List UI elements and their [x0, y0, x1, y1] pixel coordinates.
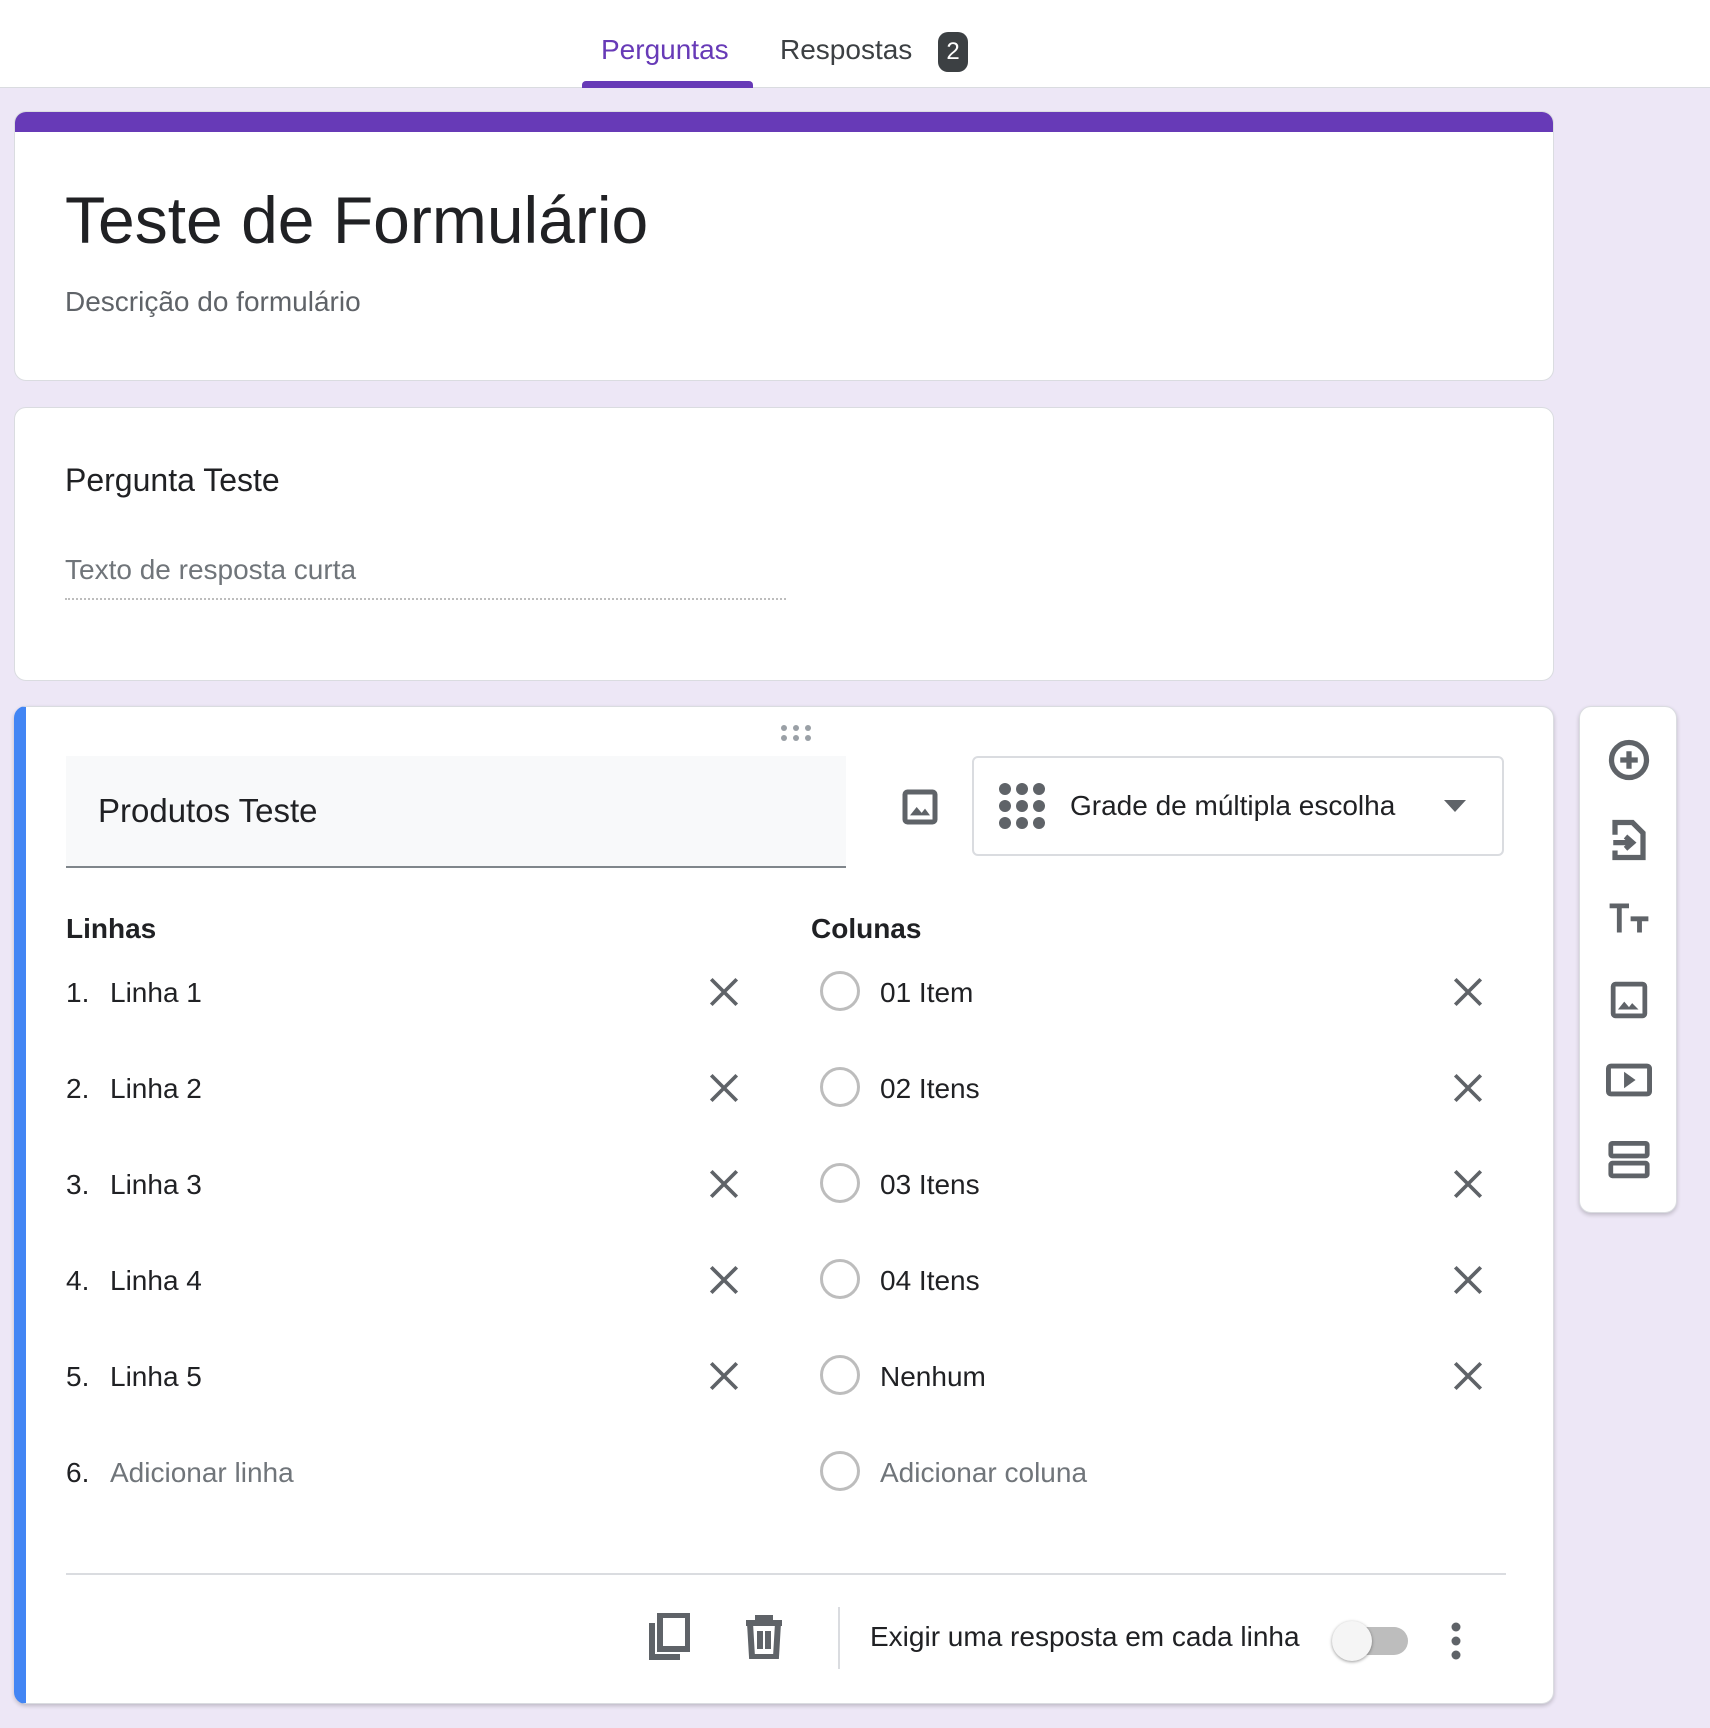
radio-circle-icon [820, 1163, 860, 1203]
question-title-text: Produtos Teste [98, 792, 318, 829]
remove-row-icon[interactable] [707, 1167, 741, 1201]
require-response-label: Exigir uma resposta em cada linha [870, 1621, 1300, 1652]
question-card-2[interactable]: Produtos Teste Grade de múltipla escolha… [14, 706, 1554, 1704]
header-accent-bar [15, 112, 1553, 132]
remove-row-icon[interactable] [707, 1071, 741, 1105]
add-question-icon[interactable] [1608, 739, 1650, 781]
floating-toolbar [1579, 706, 1677, 1213]
footer-separator [838, 1607, 840, 1669]
remove-column-icon[interactable] [1451, 1167, 1485, 1201]
answer-underline [65, 598, 786, 600]
columns-heading: Colunas [811, 913, 922, 944]
chevron-down-icon [1444, 800, 1466, 812]
add-image-icon[interactable] [1610, 981, 1648, 1019]
row-number: 6. [66, 1457, 90, 1488]
short-answer-placeholder: Texto de resposta curta [65, 554, 357, 585]
form-header-card: Teste de Formulário Descrição do formulá… [14, 111, 1554, 381]
add-image-icon[interactable] [900, 787, 940, 827]
add-video-icon[interactable] [1606, 1063, 1652, 1097]
row-label[interactable]: Linha 2 [110, 1073, 202, 1104]
require-response-toggle[interactable] [1332, 1621, 1408, 1661]
form-description[interactable]: Descrição do formulário [65, 286, 361, 317]
column-label[interactable]: 03 Itens [880, 1169, 980, 1200]
add-section-icon[interactable] [1608, 1141, 1650, 1179]
radio-circle-icon [820, 1451, 860, 1491]
active-tab-indicator [582, 81, 753, 88]
row-number: 5. [66, 1361, 90, 1392]
grid-icon [999, 783, 1045, 829]
radio-circle-icon [820, 1355, 860, 1395]
column-label[interactable]: Nenhum [880, 1361, 986, 1392]
question-type-dropdown[interactable]: Grade de múltipla escolha [972, 756, 1504, 856]
remove-column-icon[interactable] [1451, 1263, 1485, 1297]
row-number: 2. [66, 1073, 90, 1104]
tab-respostas[interactable]: Respostas [780, 34, 913, 65]
question-title-input[interactable]: Produtos Teste [66, 756, 846, 868]
add-column-input[interactable]: Adicionar coluna [880, 1457, 1088, 1488]
remove-row-icon[interactable] [707, 975, 741, 1009]
row-label[interactable]: Linha 3 [110, 1169, 202, 1200]
remove-column-icon[interactable] [1451, 1071, 1485, 1105]
row-number: 3. [66, 1169, 90, 1200]
radio-circle-icon [820, 1067, 860, 1107]
add-title-icon[interactable] [1608, 901, 1650, 935]
radio-circle-icon [820, 971, 860, 1011]
drag-handle-icon[interactable] [780, 723, 814, 743]
add-row-input[interactable]: Adicionar linha [110, 1457, 294, 1488]
tab-perguntas[interactable]: Perguntas [601, 34, 729, 65]
column-label[interactable]: 04 Itens [880, 1265, 980, 1296]
radio-circle-icon [820, 1259, 860, 1299]
question-type-label: Grade de múltipla escolha [1070, 790, 1396, 821]
row-label[interactable]: Linha 1 [110, 977, 202, 1008]
footer-divider [66, 1573, 1506, 1575]
row-number: 4. [66, 1265, 90, 1296]
duplicate-icon[interactable] [646, 1613, 690, 1661]
top-bar: Perguntas Respostas 2 [0, 0, 1710, 88]
column-label[interactable]: 01 Item [880, 977, 974, 1008]
question-title: Pergunta Teste [65, 462, 280, 498]
import-questions-icon[interactable] [1610, 819, 1648, 861]
delete-icon[interactable] [744, 1615, 784, 1659]
question-card-1[interactable]: Pergunta Teste Texto de resposta curta [14, 407, 1554, 681]
row-label[interactable]: Linha 5 [110, 1361, 202, 1392]
row-number: 1. [66, 977, 90, 1008]
responses-count-badge: 2 [938, 32, 968, 72]
more-options-icon[interactable] [1450, 1621, 1462, 1661]
row-label[interactable]: Linha 4 [110, 1265, 202, 1296]
rows-heading: Linhas [66, 913, 157, 944]
remove-column-icon[interactable] [1451, 975, 1485, 1009]
remove-column-icon[interactable] [1451, 1359, 1485, 1393]
remove-row-icon[interactable] [707, 1263, 741, 1297]
form-title[interactable]: Teste de Formulário [65, 183, 649, 257]
toggle-knob [1332, 1621, 1372, 1661]
column-label[interactable]: 02 Itens [880, 1073, 980, 1104]
remove-row-icon[interactable] [707, 1359, 741, 1393]
